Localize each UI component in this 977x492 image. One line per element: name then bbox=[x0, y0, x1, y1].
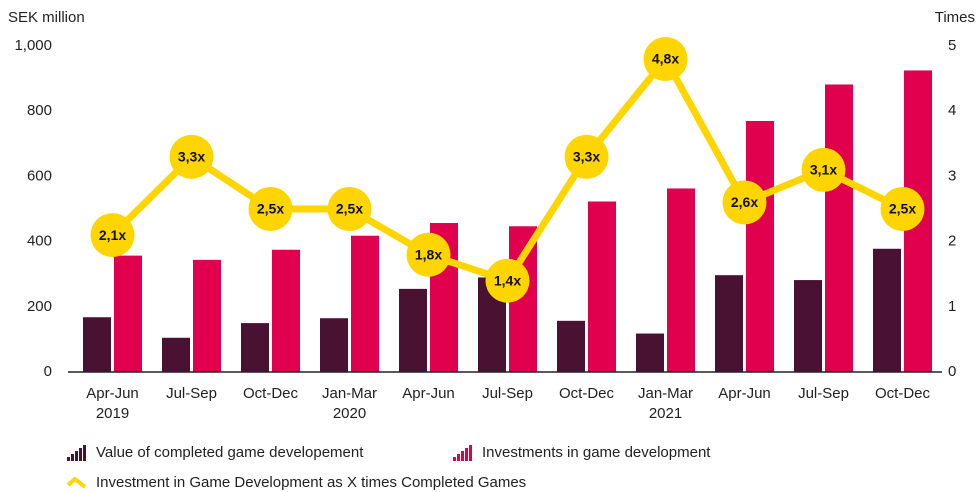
x-tick-year: 2020 bbox=[333, 405, 366, 422]
legend-icon bbox=[469, 445, 472, 461]
x-tick-label: Apr-Jun bbox=[86, 385, 139, 402]
x-tick-year: 2021 bbox=[649, 405, 682, 422]
line bbox=[110, 55, 905, 285]
legend-icon bbox=[66, 477, 87, 489]
bar bbox=[83, 317, 111, 372]
point bbox=[564, 134, 609, 179]
x-tick-label: Jul-Sep bbox=[482, 385, 533, 402]
y2-tick-label: 0 bbox=[948, 363, 956, 380]
legend-label: Investments in game development bbox=[482, 444, 711, 461]
point bbox=[169, 134, 214, 179]
y2-tick-label: 1 bbox=[948, 298, 956, 315]
bar bbox=[794, 280, 822, 372]
data-label: 3,3x bbox=[178, 149, 205, 165]
data-label: 1,8x bbox=[415, 246, 442, 262]
point bbox=[90, 213, 135, 258]
point bbox=[485, 258, 530, 303]
point bbox=[406, 232, 451, 277]
data-label: 2,1x bbox=[99, 227, 126, 243]
bar bbox=[399, 288, 427, 372]
legend-label: Investment in Game Development as X time… bbox=[96, 474, 526, 491]
bar bbox=[636, 333, 664, 372]
y2-tick-label: 3 bbox=[948, 167, 956, 184]
y2-tick-label: 2 bbox=[948, 233, 956, 250]
bar bbox=[272, 249, 300, 372]
bar bbox=[557, 320, 585, 372]
bar bbox=[351, 235, 379, 372]
data-label: 2,5x bbox=[336, 201, 363, 217]
data-label: 3,3x bbox=[573, 149, 600, 165]
bar bbox=[873, 248, 901, 372]
legend-icon bbox=[465, 448, 468, 461]
legend-icon bbox=[457, 454, 460, 461]
data-label: 2,6x bbox=[731, 194, 758, 210]
data-label: 2,5x bbox=[257, 201, 284, 217]
point bbox=[248, 187, 293, 231]
data-label: 3,1x bbox=[810, 162, 837, 178]
point bbox=[643, 37, 688, 82]
data-label: 2,5x bbox=[889, 201, 916, 217]
y-tick-label: 600 bbox=[27, 167, 52, 184]
legend-icon bbox=[83, 445, 86, 461]
legend-icon bbox=[461, 451, 464, 461]
bar bbox=[715, 275, 743, 372]
bar bbox=[114, 255, 142, 372]
x-tick-label: Apr-Jun bbox=[402, 385, 455, 402]
legend-icon bbox=[79, 448, 82, 461]
point bbox=[880, 187, 925, 231]
x-tick-label: Apr-Jun bbox=[718, 385, 771, 402]
legend-icon bbox=[71, 454, 74, 461]
legend-label: Value of completed game developement bbox=[96, 444, 364, 461]
bar bbox=[588, 201, 616, 372]
point bbox=[327, 187, 372, 231]
bar bbox=[162, 337, 190, 372]
legend-icon bbox=[453, 457, 456, 461]
x-tick-label: Jan-Mar bbox=[322, 385, 377, 402]
y2-tick-label: 4 bbox=[948, 102, 956, 119]
y-tick-label: 800 bbox=[27, 102, 52, 119]
bar bbox=[825, 84, 853, 372]
x-tick-label: Jan-Mar bbox=[638, 385, 693, 402]
x-tick-label: Oct-Dec bbox=[875, 385, 931, 402]
x-tick-label: Jul-Sep bbox=[166, 385, 217, 402]
x-tick-label: Oct-Dec bbox=[243, 385, 299, 402]
bar bbox=[746, 120, 774, 372]
y-tick-label: 1,000 bbox=[14, 37, 52, 54]
y-tick-label: 200 bbox=[27, 298, 52, 315]
legend-icon bbox=[75, 451, 78, 461]
legend-icon bbox=[67, 457, 70, 461]
bar bbox=[320, 318, 348, 372]
y2-tick-label: 5 bbox=[948, 37, 956, 54]
y-tick-label: 0 bbox=[44, 363, 52, 380]
data-label: 4,8x bbox=[652, 51, 679, 67]
y2-axis-label: Times bbox=[935, 9, 975, 26]
bar bbox=[667, 188, 695, 372]
data-label: 1,4x bbox=[494, 272, 521, 288]
point bbox=[722, 180, 767, 225]
bar bbox=[193, 259, 221, 372]
bar bbox=[241, 323, 269, 372]
x-tick-year: 2019 bbox=[96, 405, 129, 422]
x-tick-label: Oct-Dec bbox=[559, 385, 615, 402]
y-tick-label: 400 bbox=[27, 233, 52, 250]
y-axis-label: SEK million bbox=[8, 9, 85, 26]
x-tick-label: Jul-Sep bbox=[798, 385, 849, 402]
point bbox=[801, 147, 846, 192]
